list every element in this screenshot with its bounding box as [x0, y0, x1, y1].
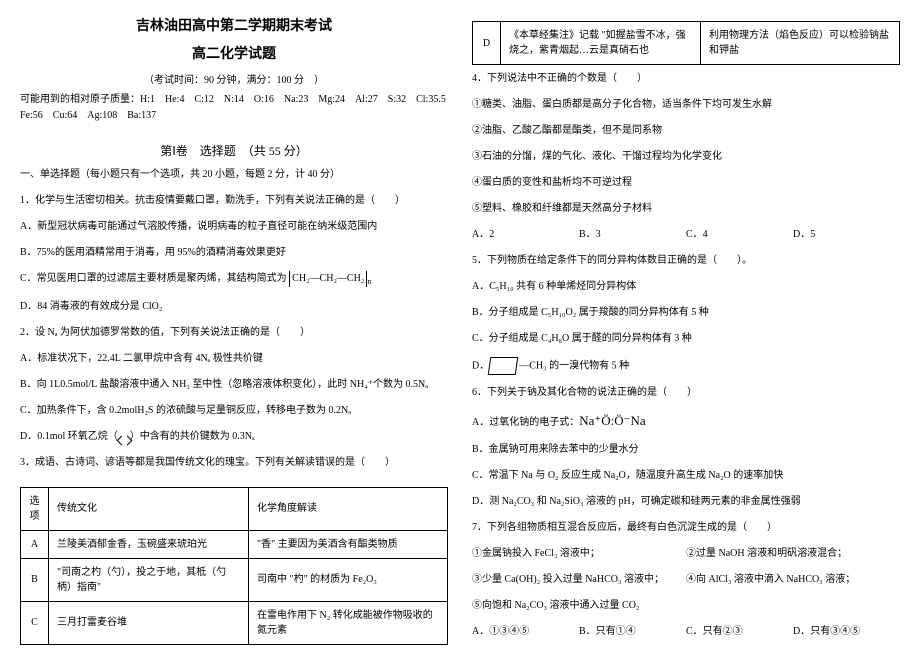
q6-a-prefix: A．过氧化钠的电子式： — [472, 417, 579, 428]
q1-b: B．75%的医用酒精常用于消毒，用 95%的酒精消毒效果更好 — [20, 245, 448, 261]
q5-d: D． —CH₃ 的一溴代物有 5 种 — [472, 357, 900, 375]
q4-opts: A．2 B．3 C．4 D．5 — [472, 227, 900, 243]
q7-sub-2: ③少量 Ca(OH)₂ 投入过量 NaHCO₃ 溶液中； ④向 AlCl₃ 溶液… — [472, 572, 900, 588]
q3-r3-c3: 利用物理方法（焰色反应）可以检验钠盐和钾盐 — [701, 22, 900, 65]
q3-th-1: 选项 — [21, 487, 49, 530]
q7-s4: ④向 AlCl₃ 溶液中滴入 NaHCO₃ 溶液； — [686, 572, 900, 588]
q7-sub-1: ①金属钠投入 FeCl₃ 溶液中； ②过量 NaOH 溶液和明矾溶液混合； — [472, 546, 900, 562]
q5-b: B．分子组成是 C₅H₁₀O₂ 属于羧酸的同分异构体有 5 种 — [472, 305, 900, 321]
q3-table-cont: D 《本草经集注》记载 "如握盐雪不冰，强烧之，紫青烟起…云是真硝石也 利用物理… — [472, 21, 900, 65]
q2-d-prefix: D．0.1mol 环氧乙烷（ — [20, 431, 118, 442]
q3-r1-c2: "司南之杓（勺），投之于地，其柢（勺柄）指南" — [49, 558, 249, 601]
q4-stem: 4．下列说法中不正确的个数是（ ） — [472, 71, 900, 87]
q4-a: A．2 — [472, 227, 579, 243]
q7-s2: ②过量 NaOH 溶液和明矾溶液混合； — [686, 546, 900, 562]
q6-a: A．过氧化钠的电子式：Na⁺Ö:Ö⁻Na — [472, 411, 900, 432]
q2-b: B．向 1L0.5mol/L 盐酸溶液中通入 NH₃ 至中性（忽略溶液体积变化）… — [20, 377, 448, 393]
benzene-icon — [488, 357, 519, 375]
q5-stem: 5．下列物质在给定条件下的同分异构体数目正确的是（ ）。 — [472, 253, 900, 269]
q3-r0-c3: "香" 主要因为美酒含有酯类物质 — [249, 530, 448, 558]
exam-info: （考试时间：90 分钟，满分：100 分 ） — [20, 71, 448, 86]
exam-title-2: 高二化学试题 — [20, 43, 448, 63]
q3-stem: 3．成语、古诗词、谚语等都是我国传统文化的瑰宝。下列有关解读错误的是（ ） — [20, 455, 448, 471]
q6-stem: 6．下列关于钠及其化合物的说法正确的是（ ） — [472, 385, 900, 401]
q7-d: D．只有③④⑤ — [793, 624, 900, 640]
q4-s3: ③石油的分馏，煤的气化、液化、干馏过程均为化学变化 — [472, 149, 900, 165]
q7-stem: 7．下列各组物质相互混合反应后，最终有白色沉淀生成的是（ ） — [472, 520, 900, 536]
q1-d: D．84 消毒液的有效成分是 ClO₂ — [20, 299, 448, 315]
q5-a: A．C₅H₁₀ 共有 6 种单烯烃同分异构体 — [472, 279, 900, 295]
q2-d-suffix: ）中含有的共价键数为 0.3Nₐ — [130, 431, 255, 442]
q4-d: D．5 — [793, 227, 900, 243]
q1-c-text: C．常见医用口罩的过滤层主要材质是聚丙烯，其结构简式为 — [20, 273, 287, 284]
q4-b: B．3 — [579, 227, 686, 243]
q7-b: B．只有①④ — [579, 624, 686, 640]
q3-th-3: 化学角度解读 — [249, 487, 448, 530]
q4-s1: ①糖类、油脂、蛋白质都是高分子化合物，适当条件下均可发生水解 — [472, 97, 900, 113]
q1-c: C．常见医用口罩的过滤层主要材质是聚丙烯，其结构简式为 CH₂—CH₂—CH₂n — [20, 271, 448, 289]
q1-c-suffix: n — [367, 277, 371, 286]
exam-title-1: 吉林油田高中第二学期期末考试 — [20, 15, 448, 35]
q7-opts: A．①③④⑤ B．只有①④ C．只有②③ D．只有③④⑤ — [472, 624, 900, 640]
q3-r3-c1: D — [473, 22, 501, 65]
part1-intro: 一、单选择题（每小题只有一个选项，共 20 小题，每题 2 分，计 40 分） — [20, 167, 448, 183]
q3-r0-c2: 兰陵美酒郁金香，玉碗盛来琥珀光 — [49, 530, 249, 558]
q3-r2-c3: 在雷电作用下 N₂ 转化成能被作物吸收的氮元素 — [249, 601, 448, 644]
epoxide-icon — [118, 431, 130, 443]
q7-s3: ③少量 Ca(OH)₂ 投入过量 NaHCO₃ 溶液中； — [472, 572, 686, 588]
q3-th-2: 传统文化 — [49, 487, 249, 530]
q1-a: A．新型冠状病毒可能通过气溶胶传播，说明病毒的粒子直径可能在纳米级范围内 — [20, 219, 448, 235]
q3-r1-c1: B — [21, 558, 49, 601]
q3-r2-c1: C — [21, 601, 49, 644]
q2-c: C．加热条件下，含 0.2molH₂S 的浓硫酸与足量铜反应，转移电子数为 0.… — [20, 403, 448, 419]
q5-d-suffix: —CH₃ 的一溴代物有 5 种 — [519, 360, 629, 371]
q4-c: C．4 — [686, 227, 793, 243]
q4-s5: ⑤塑料、橡胶和纤维都是天然高分子材料 — [472, 201, 900, 217]
q3-r1-c3: 司南中 "杓" 的材质为 Fe₂O₃ — [249, 558, 448, 601]
q2-d: D．0.1mol 环氧乙烷（ ）中含有的共价键数为 0.3Nₐ — [20, 429, 448, 445]
q7-c: C．只有②③ — [686, 624, 793, 640]
q6-a-formula: Na⁺Ö:Ö⁻Na — [579, 413, 645, 428]
q1-c-struct: CH₂—CH₂—CH₂ — [289, 271, 367, 287]
q3-table: 选项 传统文化 化学角度解读 A 兰陵美酒郁金香，玉碗盛来琥珀光 "香" 主要因… — [20, 487, 448, 645]
q3-r2-c2: 三月打雷麦谷堆 — [49, 601, 249, 644]
q2-a: A．标准状况下，22.4L 二氯甲烷中含有 4Nₐ 极性共价键 — [20, 351, 448, 367]
q7-a: A．①③④⑤ — [472, 624, 579, 640]
q6-b: B．金属钠可用来除去苯中的少量水分 — [472, 442, 900, 458]
q5-d-prefix: D． — [472, 360, 489, 371]
q1-stem: 1．化学与生活密切相关。抗击疫情要戴口罩，勤洗手，下列有关说法正确的是（ ） — [20, 193, 448, 209]
q7-s1: ①金属钠投入 FeCl₃ 溶液中； — [472, 546, 686, 562]
q5-c: C．分子组成是 C₄H₈O 属于醛的同分异构体有 3 种 — [472, 331, 900, 347]
q4-s2: ②油脂、乙酸乙酯都是酯类，但不是同系物 — [472, 123, 900, 139]
q3-r0-c1: A — [21, 530, 49, 558]
right-column: D 《本草经集注》记载 "如握盐雪不冰，强烧之，紫青烟起…云是真硝石也 利用物理… — [460, 15, 900, 635]
q4-s4: ④蛋白质的变性和盐析均不可逆过程 — [472, 175, 900, 191]
q6-d: D．测 Na₂CO₃ 和 Na₂SiO₃ 溶液的 pH，可确定碳和硅两元素的非金… — [472, 494, 900, 510]
atomic-mass-label: 可能用到的相对原子质量：H:1 He:4 C:12 N:14 O:16 Na:2… — [20, 92, 448, 124]
left-column: 吉林油田高中第二学期期末考试 高二化学试题 （考试时间：90 分钟，满分：100… — [20, 15, 460, 635]
q3-r3-c2: 《本草经集注》记载 "如握盐雪不冰，强烧之，紫青烟起…云是真硝石也 — [501, 22, 701, 65]
q7-s5: ⑤向饱和 Na₂CO₃ 溶液中通入过量 CO₂ — [472, 598, 900, 614]
q2-stem: 2．设 Nₐ 为阿伏加德罗常数的值，下列有关说法正确的是（ ） — [20, 325, 448, 341]
section-1-head: 第Ⅰ卷 选择题 （共 55 分） — [20, 142, 448, 159]
q6-c: C．常温下 Na 与 O₂ 反应生成 Na₂O，随温度升高生成 Na₂O 的速率… — [472, 468, 900, 484]
